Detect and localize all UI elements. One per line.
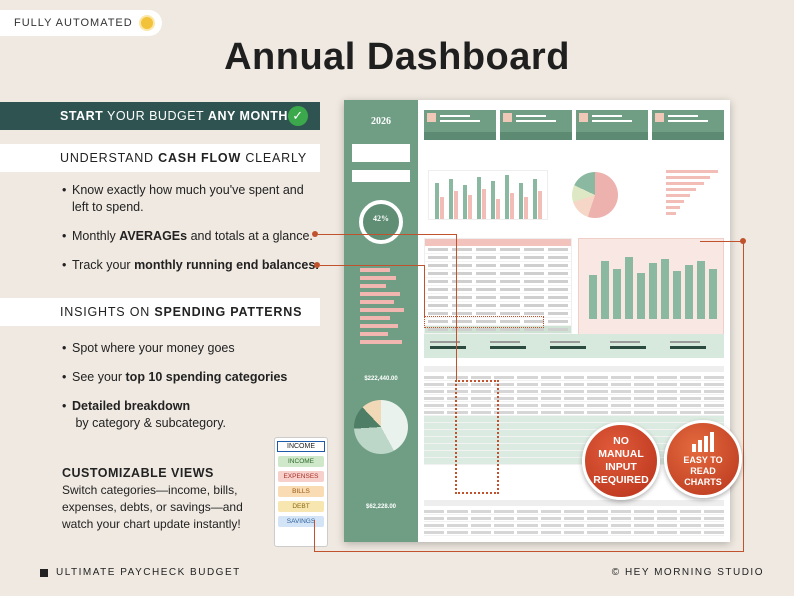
connector-line — [314, 551, 744, 552]
left-to-spend-ring: 42% — [359, 200, 403, 244]
check-circle-icon: ✓ — [288, 106, 308, 126]
bullet-item: Know exactly how much you've spent and l… — [62, 182, 320, 216]
monthly-overview-chart — [578, 238, 724, 338]
balances-highlight — [424, 316, 544, 328]
bullet-item: Track your monthly running end balances. — [62, 257, 320, 274]
bills-month-by-month-table — [424, 500, 725, 540]
left-to-spend-value: 42% — [373, 214, 389, 223]
dropdown-option-income[interactable]: INCOME — [278, 456, 324, 467]
connector-line — [456, 234, 457, 380]
income-month-by-month-table — [424, 366, 725, 486]
connector-line — [424, 265, 425, 317]
total-bills-value: $62,228.00 — [365, 504, 397, 510]
connector-line — [314, 520, 315, 552]
bullet-item: Detailed breakdown by category & subcate… — [62, 398, 320, 432]
footer-brand: ULTIMATE PAYCHECK BUDGET — [40, 567, 241, 578]
connector-dot — [314, 262, 320, 268]
date-range-box — [352, 144, 410, 162]
dashboard-preview: 2026 42% $222,440.00 $62,228.00 — [344, 100, 730, 542]
dropdown-option-savings[interactable]: SAVINGS — [278, 516, 324, 527]
spending-patterns-heading: INSIGHTS ON SPENDING PATTERNS — [0, 298, 320, 326]
square-icon — [40, 568, 48, 577]
heading-pre: UNDERSTAND — [60, 151, 159, 165]
kpi-row — [424, 110, 724, 140]
dropdown-option-debt[interactable]: DEBT — [278, 501, 324, 512]
start-budget-banner: START YOUR BUDGET ANY MONTH ✓ — [0, 102, 320, 130]
no-manual-input-badge: NO MANUAL INPUT REQUIRED — [582, 422, 660, 500]
income-pie — [354, 400, 408, 454]
easy-to-read-badge: EASY TO READ CHARTS — [664, 420, 742, 498]
start-text: YOUR BUDGET — [103, 109, 208, 123]
heading-post: CLEARLY — [241, 151, 307, 165]
connector-line — [743, 241, 744, 552]
fully-automated-badge: FULLY AUTOMATED — [0, 10, 162, 36]
footer-left-text: ULTIMATE PAYCHECK BUDGET — [56, 567, 241, 578]
connector-line — [700, 241, 743, 242]
easy-to-read-text: EASY TO READ CHARTS — [683, 455, 723, 487]
connector-dot — [312, 231, 318, 237]
bullet-item: Spot where your money goes — [62, 340, 320, 357]
heading-strong: CASH FLOW — [158, 151, 242, 165]
dashboard-sidebar: 2026 42% $222,440.00 $62,228.00 — [344, 100, 418, 542]
bar-chart-icon — [692, 430, 714, 452]
allocation-donut — [572, 172, 618, 218]
dashboard-year: 2026 — [371, 116, 391, 127]
connector-line — [318, 234, 456, 235]
page-title: Annual Dashboard — [224, 36, 570, 78]
no-manual-input-text: NO MANUAL INPUT REQUIRED — [593, 435, 649, 486]
cash-flow-heading: UNDERSTAND CASH FLOW CLEARLY — [0, 144, 320, 172]
cash-flow-bullets: Know exactly how much you've spent and l… — [62, 182, 320, 286]
averages-highlight — [455, 380, 499, 494]
dropdown-option-expenses[interactable]: EXPENSES — [278, 471, 324, 482]
income-vs-spending-chart — [428, 170, 548, 220]
heading-strong: SPENDING PATTERNS — [154, 305, 303, 319]
footer-copyright: © HEY MORNING STUDIO — [611, 567, 764, 578]
totals-strip — [424, 334, 724, 358]
top-spending-chart — [650, 166, 724, 226]
dropdown-option-bills[interactable]: BILLS — [278, 486, 324, 497]
spending-bullets: Spot where your money goes See your top … — [62, 340, 320, 444]
badge-label: FULLY AUTOMATED — [14, 17, 133, 29]
dropdown-selected[interactable]: INCOME — [277, 441, 325, 452]
bullet-item: Monthly AVERAGEs and totals at a glance. — [62, 228, 320, 245]
any-month-strong: ANY MONTH — [207, 109, 288, 123]
bullet-item: See your top 10 spending categories — [62, 369, 320, 386]
customizable-title: CUSTOMIZABLE VIEWS — [62, 466, 214, 480]
start-strong: START — [60, 109, 104, 123]
customizable-text: Switch categories—income, bills, expense… — [62, 483, 243, 531]
total-income-value: $222,440.00 — [364, 376, 398, 382]
sun-icon — [140, 17, 153, 29]
heading-pre: INSIGHTS ON — [60, 305, 155, 319]
cash-flow-box — [352, 170, 410, 182]
category-dropdown[interactable]: INCOME INCOME EXPENSES BILLS DEBT SAVING… — [274, 437, 328, 547]
connector-line — [320, 265, 424, 266]
